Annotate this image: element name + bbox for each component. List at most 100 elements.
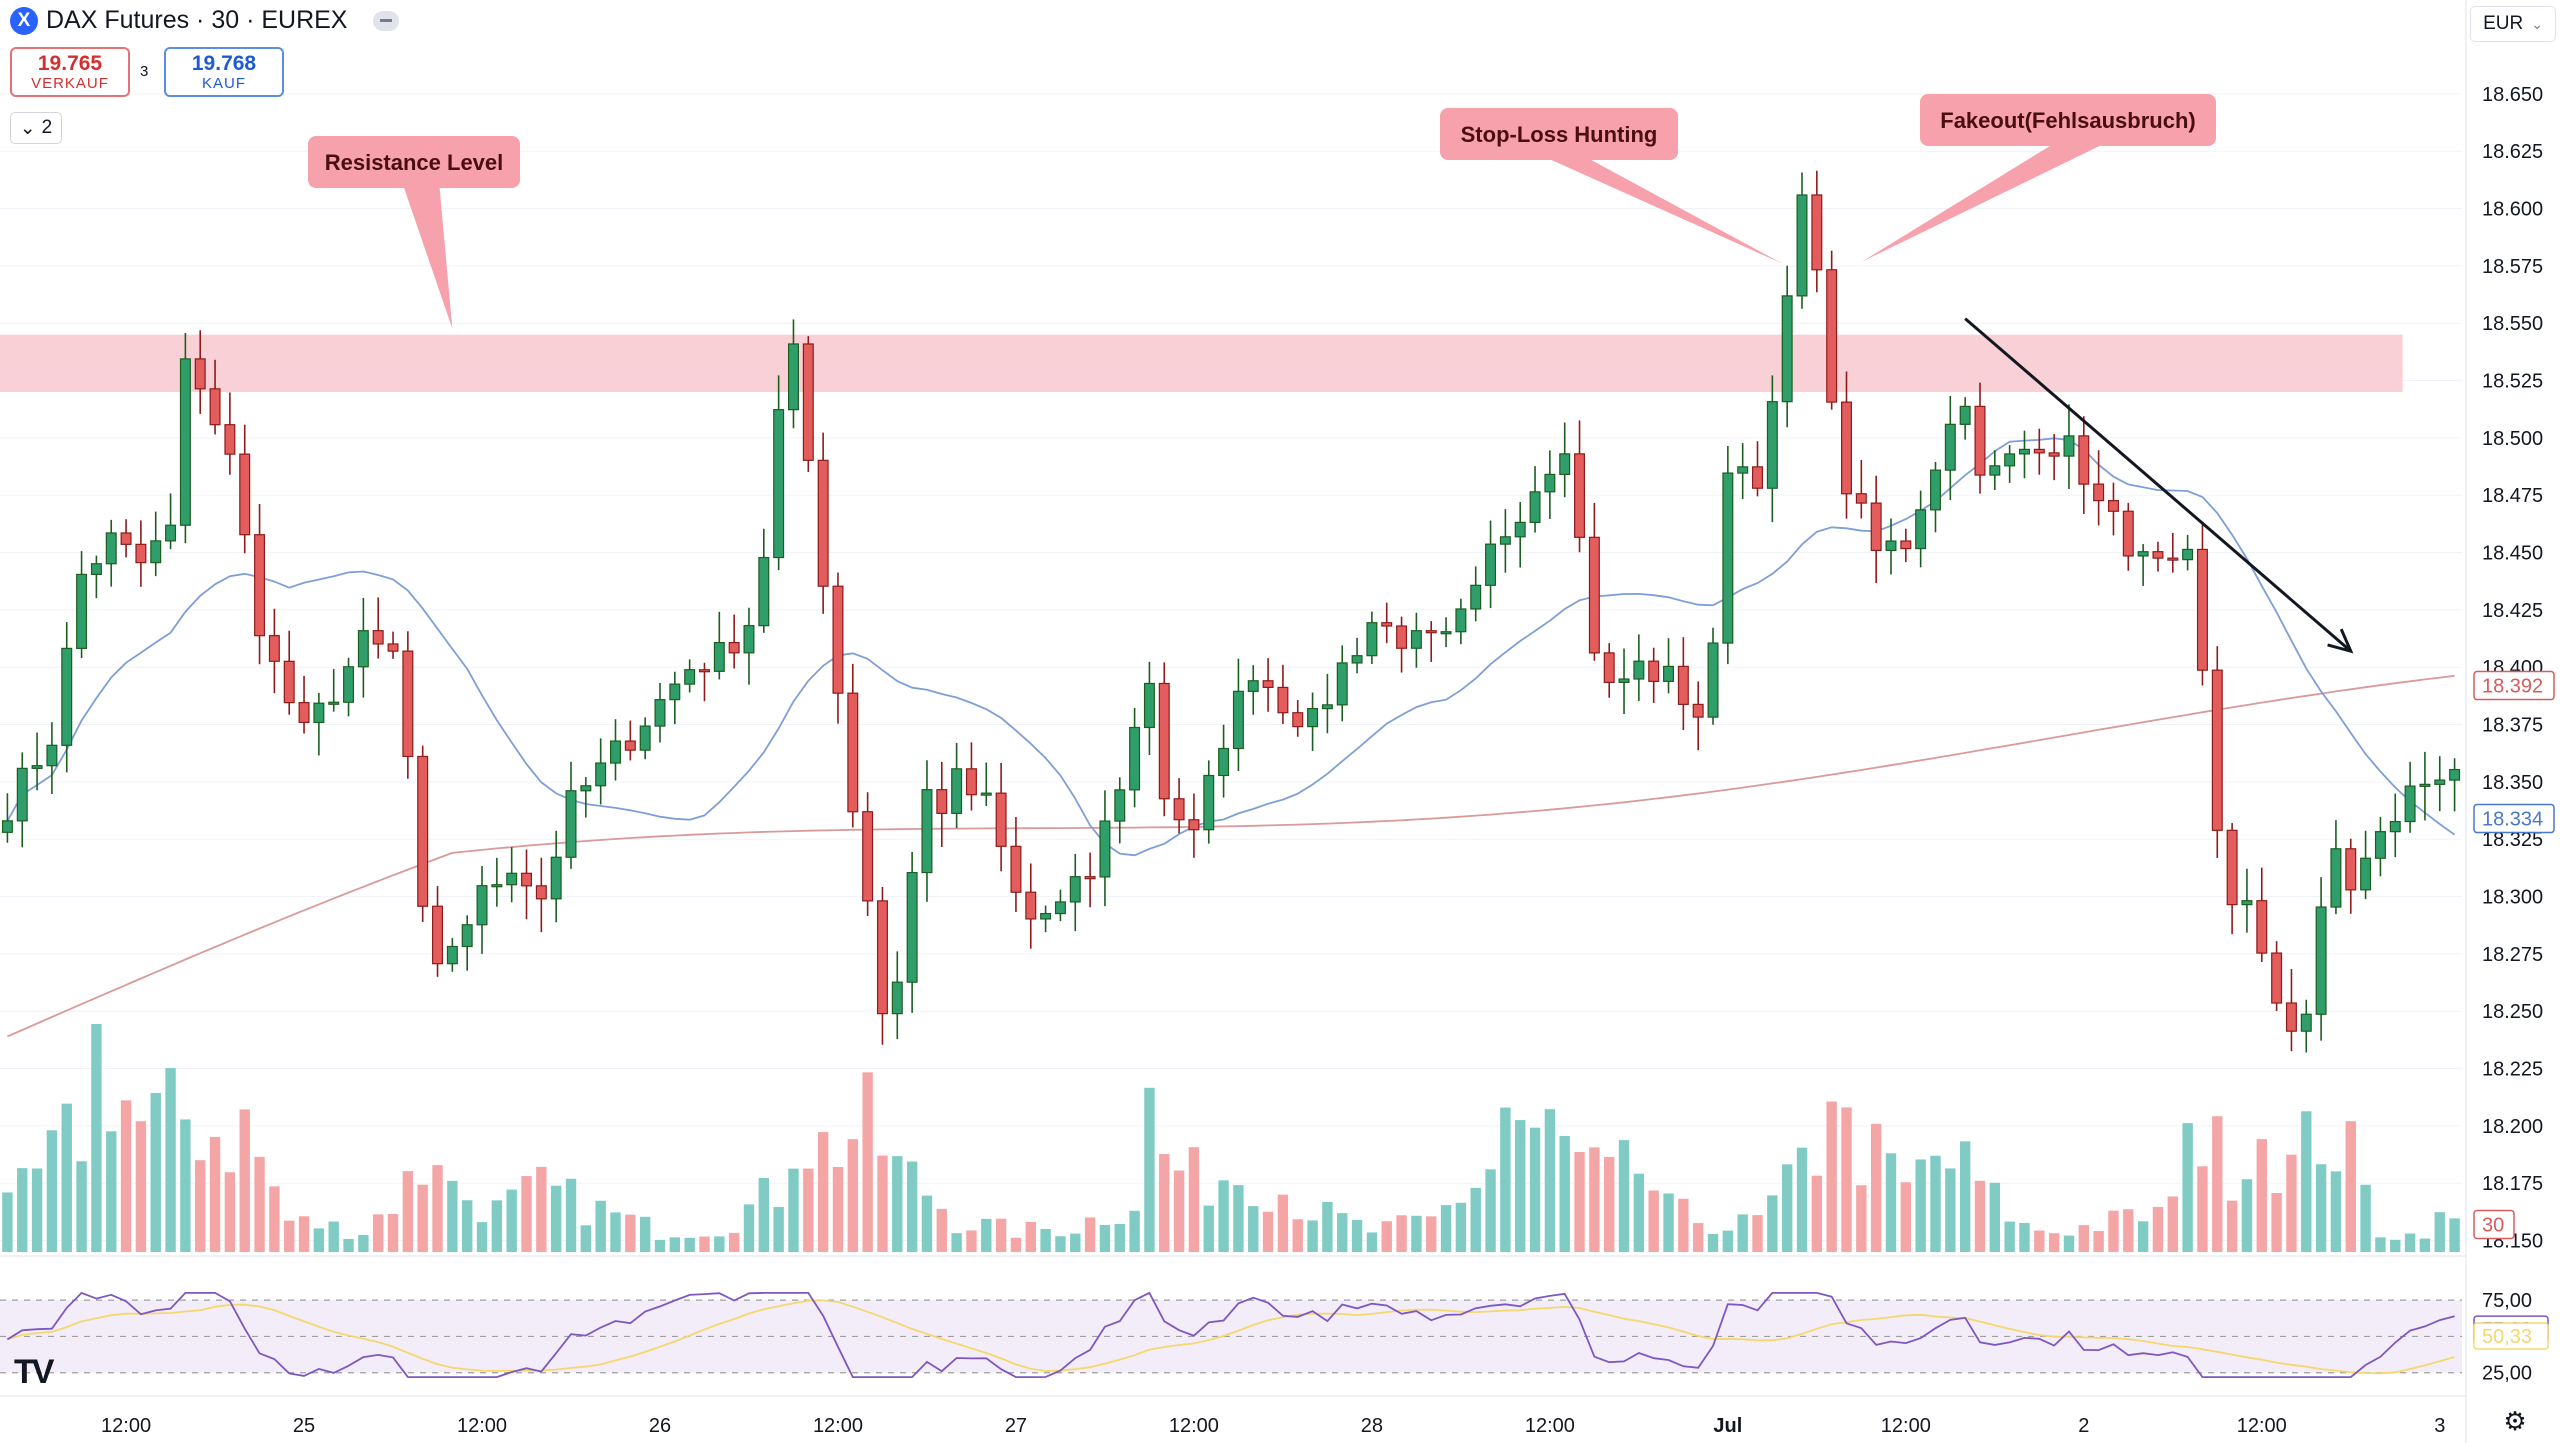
candle-body: [506, 872, 518, 886]
candle-body: [357, 630, 369, 668]
candles: [1, 170, 2461, 1053]
candle-body: [1781, 295, 1793, 403]
candle-body: [1944, 423, 1956, 471]
volume-bar: [669, 1237, 681, 1252]
candle-body: [446, 945, 458, 965]
candle-body: [1959, 405, 1971, 425]
candle-body: [328, 701, 340, 705]
candle-body: [2033, 448, 2045, 454]
candle-body: [1870, 502, 1882, 552]
price-tick-label: 18.650: [2482, 84, 2543, 106]
volume-bar: [343, 1238, 354, 1252]
candle-body: [610, 740, 621, 764]
stoploss-callout: Stop-Loss Hunting: [1440, 108, 1784, 264]
volume-bar: [2034, 1230, 2045, 1252]
volume-bar: [1173, 1170, 1185, 1252]
currency-select[interactable]: EUR ⌄: [2470, 6, 2556, 42]
volume-bar: [358, 1235, 369, 1252]
candle-body: [2345, 848, 2357, 891]
volume-bar: [981, 1218, 992, 1252]
candle-body: [1915, 509, 1927, 550]
candle-body: [1455, 608, 1467, 633]
sell-button[interactable]: 19.765 VERKAUF: [10, 47, 130, 97]
volume-bar: [2404, 1233, 2416, 1252]
candle-body: [461, 924, 473, 948]
candle-body: [2389, 820, 2401, 833]
sell-label: VERKAUF: [31, 75, 109, 92]
volume-bar: [2, 1192, 13, 1252]
candle-body: [2241, 900, 2253, 906]
volume-bar: [1440, 1205, 1452, 1252]
volume-bar: [877, 1155, 888, 1252]
callout-box: [1440, 108, 1678, 160]
volume-bar: [2137, 1221, 2149, 1252]
candle-body: [1, 820, 13, 833]
volume-bar: [1678, 1198, 1689, 1252]
candle-body: [313, 702, 325, 724]
candle-body: [1722, 472, 1734, 644]
indicator-toggle[interactable]: ⌄ 2: [10, 112, 62, 144]
volume-bar: [91, 1024, 102, 1252]
callout-label: Fakeout(Fehlsausbruch): [1940, 108, 2195, 133]
candle-body: [550, 856, 562, 900]
volume-bar: [684, 1237, 695, 1252]
time-tick-label: 26: [649, 1415, 671, 1437]
candle-body: [1440, 631, 1452, 635]
volume-bar: [2063, 1235, 2075, 1252]
volume-bar: [1529, 1127, 1541, 1252]
candle-body: [1084, 876, 1096, 880]
volume-bar: [2419, 1238, 2431, 1252]
volume-bar: [639, 1216, 651, 1252]
candle-body: [2271, 952, 2283, 1004]
candle-body: [535, 885, 547, 900]
volume-bar: [2226, 1200, 2238, 1252]
buy-button[interactable]: 19.768 KAUF: [164, 47, 284, 97]
time-tick-label: 12:00: [1881, 1415, 1931, 1437]
volume-bar: [1337, 1213, 1348, 1252]
candle-body: [1099, 820, 1111, 878]
candle-body: [46, 744, 58, 767]
volume-bar: [2345, 1121, 2356, 1252]
volume-bar: [832, 1166, 844, 1252]
eurex-logo-icon: X: [10, 6, 38, 35]
rsi-line: [6, 1291, 2455, 1378]
candle-body: [580, 785, 592, 792]
time-tick-label: 28: [1361, 1415, 1383, 1437]
volume-bar: [1826, 1101, 1837, 1252]
volume-bar: [1737, 1214, 1748, 1252]
candle-body: [90, 563, 102, 576]
candle-body: [1707, 642, 1719, 718]
volume-bar: [2271, 1192, 2282, 1252]
candle-body: [387, 643, 399, 652]
candle-body: [1232, 690, 1244, 750]
gear-icon[interactable]: ⚙: [2503, 1406, 2527, 1436]
volume-bars: [2, 1024, 2460, 1252]
volume-bar: [2301, 1111, 2312, 1252]
minus-icon[interactable]: [373, 10, 400, 31]
resistance-callout: Resistance Level: [308, 136, 520, 329]
volume-bar: [1945, 1168, 1956, 1252]
volume-bar: [625, 1214, 636, 1252]
volume-bar: [2286, 1154, 2297, 1252]
volume-bar: [387, 1214, 399, 1252]
symbol-header[interactable]: X DAX Futures · 30 · EUREX: [10, 6, 400, 35]
volume-bar: [461, 1200, 473, 1252]
price-grid: [0, 93, 2462, 1242]
rsi-value-label: 50,33: [2482, 1326, 2532, 1348]
candle-body: [2256, 900, 2268, 954]
candle-body: [1025, 891, 1037, 920]
time-tick-label: 12:00: [1525, 1415, 1575, 1437]
callout-label: Resistance Level: [325, 150, 504, 175]
volume-bar: [892, 1156, 903, 1252]
candle-body: [1188, 819, 1200, 831]
volume-bar: [61, 1103, 72, 1252]
price-tick-label: 18.550: [2482, 313, 2543, 335]
time-axis: 12:00 25 12:00 26 12:00 27 12:00 28 12:00 Jul 12:0…: [0, 1395, 2466, 1437]
volume-bar: [120, 1100, 132, 1252]
volume-bar: [714, 1236, 725, 1252]
candle-body: [906, 871, 918, 983]
volume-bar: [1485, 1169, 1496, 1252]
volume-bar: [1604, 1156, 1615, 1252]
